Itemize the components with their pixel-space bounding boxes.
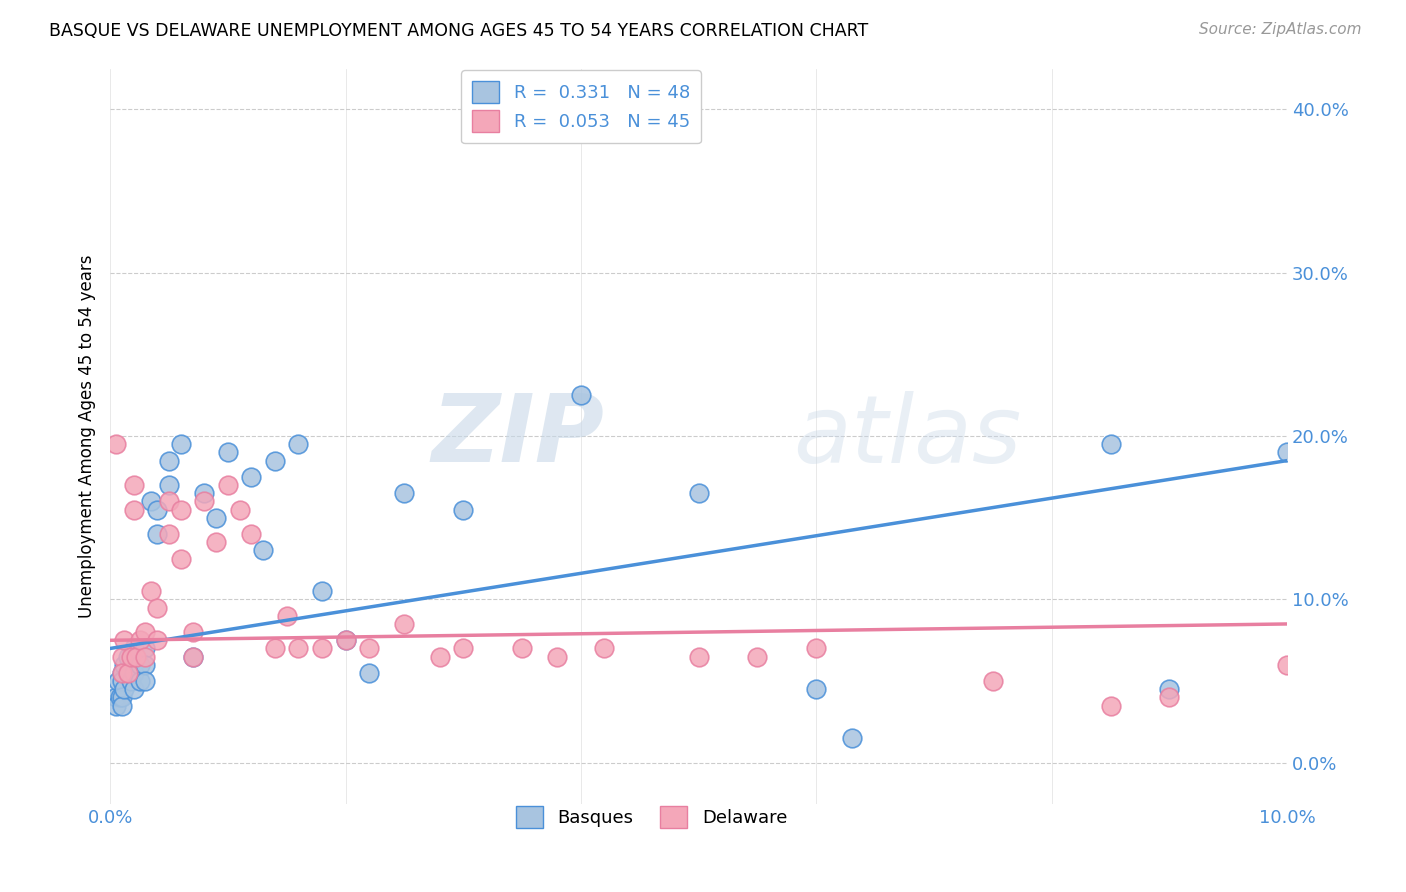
Point bbox=[806, 641, 828, 656]
Point bbox=[128, 633, 150, 648]
Point bbox=[311, 584, 333, 599]
Point bbox=[117, 665, 139, 680]
Point bbox=[841, 731, 863, 746]
Point bbox=[157, 494, 180, 508]
Point bbox=[134, 641, 156, 656]
Point bbox=[240, 470, 263, 484]
Point bbox=[146, 527, 169, 541]
Point bbox=[394, 616, 416, 631]
Point bbox=[111, 674, 134, 689]
Point bbox=[111, 690, 134, 705]
Point bbox=[125, 649, 148, 664]
Point bbox=[217, 478, 239, 492]
Point bbox=[134, 625, 156, 640]
Point bbox=[105, 690, 128, 705]
Point bbox=[981, 674, 1004, 689]
Point bbox=[134, 649, 156, 664]
Point bbox=[429, 649, 451, 664]
Point bbox=[181, 625, 204, 640]
Point bbox=[122, 682, 145, 697]
Point bbox=[117, 649, 139, 664]
Point bbox=[394, 486, 416, 500]
Point bbox=[1159, 682, 1181, 697]
Point bbox=[747, 649, 769, 664]
Point bbox=[134, 674, 156, 689]
Point bbox=[157, 478, 180, 492]
Point bbox=[311, 641, 333, 656]
Point bbox=[688, 486, 710, 500]
Text: BASQUE VS DELAWARE UNEMPLOYMENT AMONG AGES 45 TO 54 YEARS CORRELATION CHART: BASQUE VS DELAWARE UNEMPLOYMENT AMONG AG… bbox=[49, 22, 869, 40]
Point bbox=[510, 641, 533, 656]
Point bbox=[359, 665, 381, 680]
Legend: Basques, Delaware: Basques, Delaware bbox=[509, 798, 794, 835]
Point bbox=[120, 674, 142, 689]
Point bbox=[287, 641, 309, 656]
Point bbox=[128, 657, 150, 672]
Text: ZIP: ZIP bbox=[432, 390, 605, 482]
Point bbox=[205, 535, 228, 549]
Point bbox=[122, 665, 145, 680]
Point bbox=[112, 633, 135, 648]
Point bbox=[112, 657, 135, 672]
Point bbox=[546, 649, 568, 664]
Point bbox=[120, 649, 142, 664]
Point bbox=[228, 502, 250, 516]
Point bbox=[105, 698, 128, 713]
Point bbox=[264, 641, 287, 656]
Point bbox=[276, 608, 298, 623]
Point bbox=[240, 527, 263, 541]
Point bbox=[1275, 445, 1298, 459]
Point bbox=[112, 682, 135, 697]
Point bbox=[146, 633, 169, 648]
Point bbox=[170, 551, 193, 566]
Point bbox=[141, 584, 163, 599]
Point bbox=[111, 698, 134, 713]
Point bbox=[593, 641, 616, 656]
Point bbox=[157, 453, 180, 467]
Point bbox=[1159, 690, 1181, 705]
Point bbox=[335, 633, 357, 648]
Point bbox=[451, 502, 474, 516]
Point bbox=[170, 502, 193, 516]
Point bbox=[122, 641, 145, 656]
Point bbox=[287, 437, 309, 451]
Point bbox=[264, 453, 287, 467]
Point bbox=[105, 437, 128, 451]
Point bbox=[1099, 698, 1122, 713]
Point bbox=[108, 690, 131, 705]
Text: Source: ZipAtlas.com: Source: ZipAtlas.com bbox=[1198, 22, 1361, 37]
Point bbox=[359, 641, 381, 656]
Point bbox=[141, 494, 163, 508]
Point bbox=[205, 510, 228, 524]
Point bbox=[117, 665, 139, 680]
Text: atlas: atlas bbox=[793, 391, 1021, 482]
Point bbox=[157, 527, 180, 541]
Point bbox=[451, 641, 474, 656]
Point bbox=[806, 682, 828, 697]
Point bbox=[335, 633, 357, 648]
Point bbox=[170, 437, 193, 451]
Point bbox=[111, 649, 134, 664]
Point bbox=[128, 674, 150, 689]
Point bbox=[181, 649, 204, 664]
Point bbox=[688, 649, 710, 664]
Point bbox=[134, 657, 156, 672]
Point bbox=[146, 502, 169, 516]
Point bbox=[1099, 437, 1122, 451]
Point bbox=[252, 543, 274, 558]
Point bbox=[122, 502, 145, 516]
Point bbox=[122, 478, 145, 492]
Point bbox=[146, 600, 169, 615]
Point bbox=[193, 494, 215, 508]
Point bbox=[107, 674, 129, 689]
Point bbox=[125, 649, 148, 664]
Point bbox=[181, 649, 204, 664]
Point bbox=[1275, 657, 1298, 672]
Point bbox=[193, 486, 215, 500]
Y-axis label: Unemployment Among Ages 45 to 54 years: Unemployment Among Ages 45 to 54 years bbox=[79, 254, 96, 618]
Point bbox=[111, 665, 134, 680]
Point bbox=[111, 665, 134, 680]
Point bbox=[569, 388, 592, 402]
Point bbox=[217, 445, 239, 459]
